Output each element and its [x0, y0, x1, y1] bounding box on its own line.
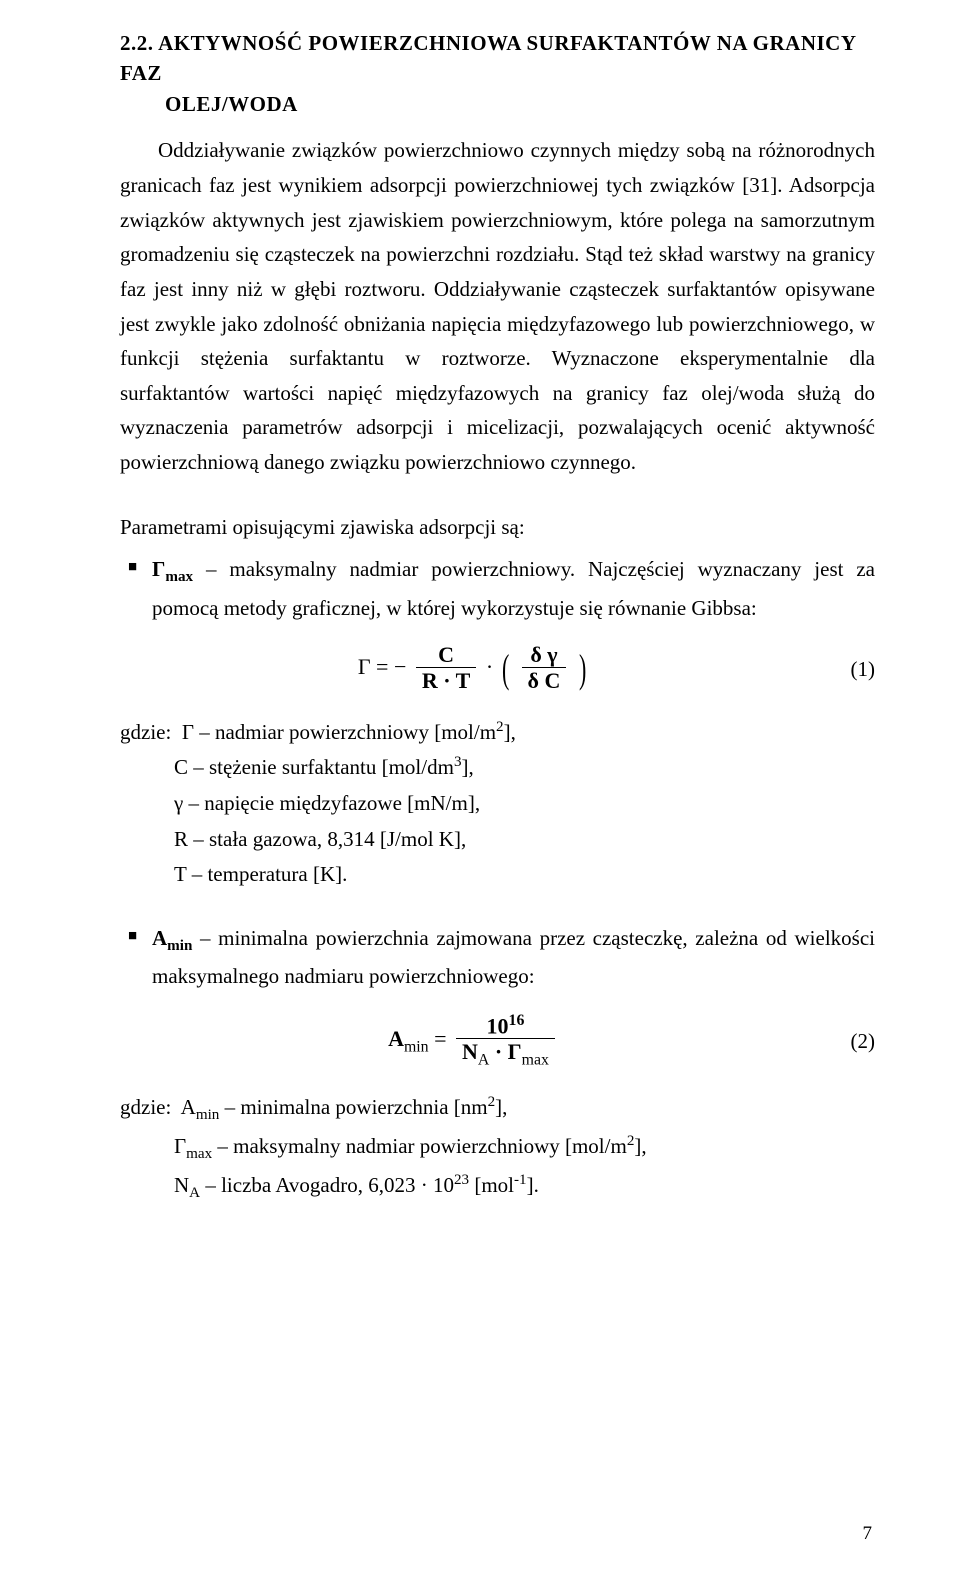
defs2-d1b: – minimalna powierzchnia [nm [219, 1095, 487, 1119]
defs2-d3d: ]. [527, 1173, 539, 1197]
bullet-marker-icon: ■ [128, 921, 152, 951]
eq1-dot: · [486, 654, 493, 679]
equation-1: Γ = − C R · T · ( δ γ δ C ) (1) [120, 643, 875, 695]
defs1-R: R – stała gazowa, 8,314 [J/mol K], [120, 822, 875, 858]
defs2-d3b: – liczba Avogadro, 6,023 · 10 [200, 1173, 454, 1197]
defs1-T: T – temperatura [K]. [120, 857, 875, 893]
eq1-frac2: δ γ δ C [522, 643, 567, 695]
defs2-gmax: Γmax – maksymalny nadmiar powierzchniowy… [120, 1129, 875, 1168]
defs2-label: gdzie: [120, 1095, 171, 1119]
bullet-marker-icon: ■ [128, 552, 152, 582]
intro-paragraph: Oddziaływanie związków powierzchniowo cz… [120, 133, 875, 479]
defs1-d1: Γ – nadmiar powierzchniowy [mol/m [182, 720, 496, 744]
section-heading: 2.2. AKTYWNOŚĆ POWIERZCHNIOWA SURFAKTANT… [120, 28, 875, 119]
bullet-amin-body: Amin – minimalna powierzchnia zajmowana … [152, 921, 875, 994]
section-title-line2: OLEJ/WODA [120, 92, 298, 116]
page-number: 7 [863, 1518, 873, 1549]
bullet-a-min: ■ Amin – minimalna powierzchnia zajmowan… [128, 921, 875, 994]
defs2-d1c: ], [495, 1095, 507, 1119]
eq1-frac2-den: δ C [528, 668, 561, 693]
defs2-d1a: A [181, 1095, 196, 1119]
equation-2: Amin = 1016 NA · Γmax (2) [120, 1012, 875, 1070]
defs2-d2a: Γ [174, 1134, 186, 1158]
eq2-num-sup: 16 [509, 1012, 525, 1029]
eq2-A-sub: min [404, 1038, 429, 1055]
eq2-eq: = [429, 1026, 452, 1051]
defs2-d2b: – maksymalny nadmiar powierzchniowy [mol… [212, 1134, 627, 1158]
intro-paragraph-text: Oddziaływanie związków powierzchniowo cz… [120, 133, 875, 479]
defs1-d1-end: ], [504, 720, 516, 744]
defs2-na: NA – liczba Avogadro, 6,023 · 1023 [mol-… [120, 1168, 875, 1207]
equation-2-body: Amin = 1016 NA · Γmax [120, 1012, 827, 1070]
bullet-gamma-body: Γmax – maksymalny nadmiar powierzchniowy… [152, 552, 875, 625]
eq2-den-Nsub: A [478, 1052, 489, 1069]
gamma-symbol: Γ [152, 557, 165, 581]
bullet-gamma-max: ■ Γmax – maksymalny nadmiar powierzchnio… [128, 552, 875, 625]
eq2-frac: 1016 NA · Γmax [456, 1012, 555, 1070]
params-intro: Parametrami opisującymi zjawiska adsorpc… [120, 510, 875, 545]
gamma-rest: – maksymalny nadmiar powierzchniowy. Naj… [152, 557, 875, 619]
defs2-d1sub: min [196, 1107, 220, 1123]
equation-1-body: Γ = − C R · T · ( δ γ δ C ) [120, 643, 827, 695]
defs1-d1-sup: 2 [496, 719, 504, 735]
defs1-C: C – stężenie surfaktantu [mol/dm3], [120, 750, 875, 786]
defs2-amin: gdzie: Amin – minimalna powierzchnia [nm… [120, 1090, 875, 1129]
eq2-den-N: N [462, 1039, 478, 1064]
amin-symbol: A [152, 926, 167, 950]
eq2-A: A [388, 1026, 404, 1051]
defs2-d3a: N [174, 1173, 189, 1197]
eq1-lhs: Γ = − [358, 654, 407, 679]
defs1-gamma-sym: γ – napięcie międzyfazowe [mN/m], [120, 786, 875, 822]
eq2-den-gmax-sub: max [522, 1052, 549, 1069]
defs2-d3c: [mol [469, 1173, 514, 1197]
gamma-sub: max [165, 570, 193, 586]
defs-block-1: gdzie: Γ – nadmiar powierzchniowy [mol/m… [120, 715, 875, 893]
defs1-d2: C – stężenie surfaktantu [mol/dm [174, 755, 454, 779]
section-number: 2.2. [120, 31, 154, 55]
equation-2-number: (2) [827, 1024, 875, 1059]
defs2-d3sup2: -1 [514, 1172, 527, 1188]
defs1-label: gdzie: [120, 720, 171, 744]
defs2-d2sub: max [186, 1146, 212, 1162]
section-title-line1: AKTYWNOŚĆ POWIERZCHNIOWA SURFAKTANTÓW NA… [120, 31, 856, 85]
page: 2.2. AKTYWNOŚĆ POWIERZCHNIOWA SURFAKTANT… [0, 0, 960, 1579]
eq1-frac1-num: C [438, 642, 454, 667]
defs-block-2: gdzie: Amin – minimalna powierzchnia [nm… [120, 1090, 875, 1207]
eq1-frac1: C R · T [416, 643, 477, 695]
eq2-num-base: 10 [487, 1013, 509, 1038]
amin-rest: – minimalna powierzchnia zajmowana przez… [152, 926, 875, 988]
defs2-d3sub: A [189, 1185, 200, 1201]
defs1-d2-end: ], [462, 755, 474, 779]
defs1-gamma: gdzie: Γ – nadmiar powierzchniowy [mol/m… [120, 715, 875, 751]
eq2-den-mid: · Γ [489, 1039, 521, 1064]
amin-sub: min [167, 938, 192, 954]
defs2-d2c: ], [634, 1134, 646, 1158]
defs1-d2-sup: 3 [454, 754, 462, 770]
eq1-frac1-den: R · T [422, 668, 471, 693]
defs2-d3sup: 23 [454, 1172, 469, 1188]
equation-1-number: (1) [827, 652, 875, 687]
eq1-frac2-num: δ γ [530, 642, 557, 667]
